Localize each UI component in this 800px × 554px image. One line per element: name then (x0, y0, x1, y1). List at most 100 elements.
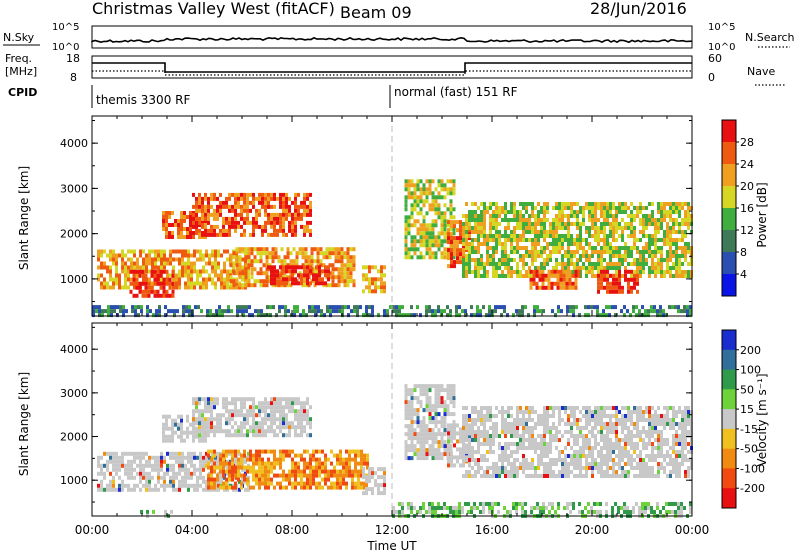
power-cell (428, 305, 431, 310)
power-cell (319, 251, 323, 256)
power-cell (204, 196, 207, 201)
velocity-cell (492, 466, 495, 470)
velocity-cell (437, 400, 441, 405)
velocity-cell (540, 446, 543, 450)
power-cell (349, 267, 353, 272)
velocity-cell (252, 429, 255, 434)
velocity-cell (261, 409, 264, 414)
power-cell (678, 222, 681, 226)
power-cell (663, 218, 666, 222)
power-cell (207, 228, 210, 233)
power-cell (600, 222, 603, 226)
velocity-cell (501, 406, 504, 410)
velocity-cell (483, 430, 486, 434)
power-cell (410, 203, 414, 208)
power-cell (262, 283, 266, 288)
power-cell (618, 266, 621, 270)
power-cell (528, 214, 531, 218)
power-cell (303, 208, 306, 213)
power-cell (609, 234, 612, 238)
power-cell (244, 263, 248, 268)
power-cell (449, 227, 453, 232)
power-cell (208, 273, 211, 278)
power-cell (352, 263, 356, 268)
power-cell (555, 230, 558, 234)
power-cell (556, 269, 560, 274)
power-cell (168, 277, 172, 282)
power-cell (130, 249, 133, 254)
power-cell (190, 285, 193, 290)
power-cell (413, 247, 417, 252)
power-cell (171, 293, 175, 298)
velocity-cell (186, 418, 189, 423)
power-cell (296, 305, 299, 310)
power-cell (687, 202, 690, 206)
power-cell (282, 208, 285, 213)
velocity-cell (270, 469, 273, 474)
power-cell (286, 263, 290, 268)
velocity-cell (306, 481, 309, 486)
velocity-cell (434, 440, 438, 445)
power-cell (341, 309, 344, 314)
power-cell (477, 266, 480, 270)
velocity-cell (270, 425, 273, 430)
velocity-cell (345, 473, 348, 478)
power-cell (343, 271, 347, 276)
power-cell (334, 275, 338, 280)
velocity-cell (531, 446, 534, 450)
velocity-cell (279, 405, 282, 410)
velocity-cell (419, 432, 423, 437)
power-cell (253, 255, 257, 260)
power-cell (362, 289, 365, 294)
power-cell (428, 239, 432, 244)
power-cell (660, 274, 663, 278)
power-cell (573, 262, 576, 266)
power-cell (618, 281, 621, 286)
velocity-cell (462, 446, 465, 450)
power-cell (160, 253, 163, 258)
velocity-cell (232, 487, 235, 492)
power-cell (175, 273, 178, 278)
velocity-cell (306, 477, 309, 482)
velocity-cell (431, 428, 435, 433)
velocity-cell (540, 458, 543, 462)
power-cell (202, 285, 205, 290)
velocity-cell (109, 451, 112, 456)
power-cell (318, 265, 321, 270)
power-cell (486, 206, 489, 210)
velocity-cell (181, 463, 184, 468)
power-cell (537, 254, 540, 258)
power-cell (196, 273, 199, 278)
power-cell (606, 214, 609, 218)
velocity-cell (428, 388, 432, 393)
velocity-cell (168, 438, 171, 443)
velocity-cell (228, 477, 231, 482)
power-cell (452, 207, 456, 212)
velocity-cell (205, 451, 208, 456)
power-cell (504, 206, 507, 210)
velocity-cell (498, 410, 501, 414)
power-cell (127, 285, 130, 290)
power-cell (226, 269, 229, 274)
power-cell (603, 269, 606, 274)
power-cell (219, 208, 222, 213)
power-cell (211, 269, 214, 274)
power-cell (630, 222, 633, 226)
power-cell (132, 281, 136, 286)
velocity-cell (175, 475, 178, 480)
power-cell (449, 207, 453, 212)
velocity-cell (226, 487, 229, 492)
velocity-cell (407, 428, 411, 433)
power-ytick-label: 4000 (60, 137, 88, 150)
power-cell (109, 277, 112, 282)
power-cell (273, 192, 276, 197)
velocity-cell (404, 392, 408, 397)
velocity-cell (246, 421, 249, 426)
power-cell (606, 250, 609, 254)
velocity-cell (238, 451, 241, 456)
power-cell (579, 258, 582, 262)
power-cell (554, 313, 557, 318)
power-cell (285, 277, 288, 282)
velocity-cell (112, 451, 115, 456)
power-cell (238, 271, 242, 276)
